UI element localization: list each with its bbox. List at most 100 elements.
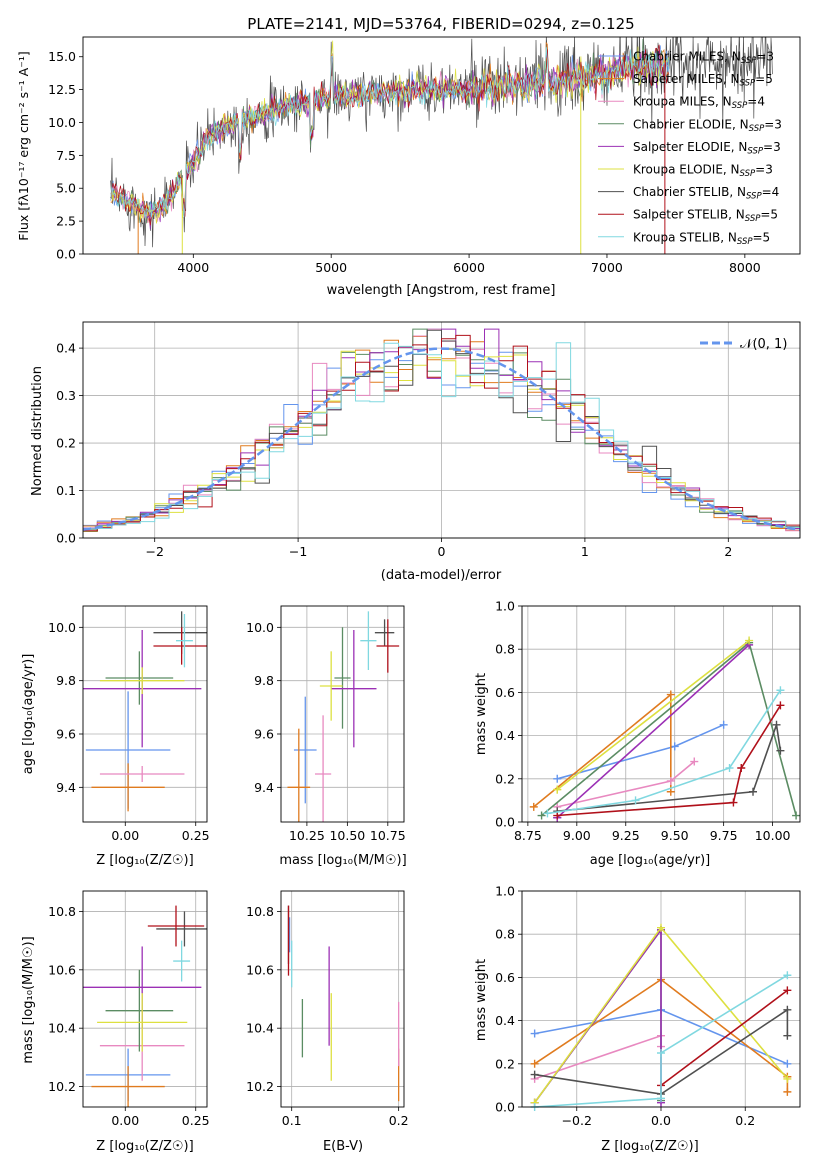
age-vs-mass-xlabel: mass [log₁₀(M/M☉)]: [279, 853, 406, 868]
residuals-frame: [82, 321, 801, 539]
weight-marker: [666, 787, 675, 796]
weight-marker: [776, 746, 785, 755]
weight-line-1: [534, 978, 789, 1092]
plot-frame: [280, 890, 405, 1108]
normal-reference-curve: [83, 347, 800, 531]
x-tick-label: 0.00: [111, 828, 139, 843]
weight-marker: [783, 986, 792, 995]
x-tick-label: 8000: [729, 260, 761, 275]
y-tick-label: 0.2: [56, 436, 76, 451]
x-tick-label: 10.75: [370, 828, 406, 843]
weight-marker: [783, 1087, 792, 1096]
histogram-series-8: [83, 342, 800, 538]
spectrum-series-8: [110, 47, 670, 218]
weight-line-4: [556, 644, 750, 819]
legend-label-subscript: SSP: [747, 146, 763, 156]
y-tick-label: 1.0: [495, 599, 515, 614]
x-tick-label: 0.00: [111, 1113, 139, 1128]
y-tick-label: 0.8: [495, 927, 515, 942]
y-tick-label: 10.0: [48, 620, 76, 635]
weight-marker: [666, 690, 675, 699]
y-tick-label: 0.3: [56, 388, 76, 403]
weight-line-5: [556, 639, 750, 791]
weight-marker: [537, 811, 546, 820]
x-tick-label: 0.25: [182, 828, 210, 843]
y-tick-label: 9.4: [56, 780, 76, 795]
legend-label-text: Kroupa ELODIE, N: [633, 163, 740, 177]
weight-line-7: [660, 989, 788, 1087]
y-tick-label: 12.5: [48, 82, 76, 97]
legend-label-count: =4: [747, 95, 765, 109]
x-tick-label: 10.00: [755, 828, 791, 843]
spectrum-title: PLATE=2141, MJD=53764, FIBERID=0294, z=0…: [247, 15, 634, 33]
legend-label-count: =3: [756, 50, 774, 64]
y-tick-label: 10.8: [48, 904, 76, 919]
weight-vs-metallicity-panel: −0.2 0.0 0.2 0.0 0.2 0.4 0.6 0.8 1.0 Z [log₁₀(Z/…: [474, 884, 801, 1154]
weight-marker: [530, 1070, 539, 1079]
legend-label-2: Kroupa MILES, NSSP=4: [633, 95, 765, 112]
legend-label-subscript: SSP: [737, 237, 753, 247]
weight-vs-age-ylabel: mass weight: [474, 673, 489, 755]
weight-marker: [783, 1031, 792, 1040]
y-tick-label: 10.6: [246, 962, 274, 977]
x-tick-label: 0: [438, 544, 446, 559]
plot-frame: [521, 890, 801, 1108]
residuals-panel: −2 −1 0 1 2 0.0 0.1 0.2 0.3 0.4 (data-model)/erro…: [30, 321, 801, 583]
legend-label-subscript: SSP: [732, 101, 748, 111]
weight-line-8: [547, 689, 782, 815]
weight-marker: [783, 1059, 792, 1068]
weight-marker: [776, 701, 785, 710]
legend-label-text: Kroupa MILES, N: [633, 95, 732, 109]
legend-label-count: =3: [755, 163, 773, 177]
legend-label-count: =5: [760, 208, 778, 222]
spectrum-ylabel: Flux [fλ10⁻¹⁷ erg cm⁻² s⁻¹ A⁻¹]: [16, 51, 31, 240]
legend-label-text: Salpeter MILES, N: [633, 72, 740, 86]
legend-label-count: =5: [753, 230, 771, 244]
legend-label-count: =3: [763, 140, 781, 154]
x-tick-label: 10.25: [289, 828, 325, 843]
weight-marker: [631, 796, 640, 805]
residuals-xlabel: (data-model)/error: [381, 568, 502, 583]
weight-line-7: [557, 704, 782, 817]
x-tick-label: 0.25: [182, 1113, 210, 1128]
legend-label-count: =4: [762, 185, 780, 199]
y-tick-label: 9.6: [56, 727, 76, 742]
age-vs-z-ylabel: age [log₁₀(age/yr)]: [21, 654, 36, 775]
y-tick-label: 0.0: [56, 531, 76, 546]
y-tick-label: 0.6: [495, 970, 515, 985]
legend-label-5: Kroupa ELODIE, NSSP=3: [633, 163, 773, 180]
weight-vs-z-ylabel: mass weight: [474, 959, 489, 1041]
x-tick-label: 9.25: [612, 828, 640, 843]
age-vs-metallicity-panel: 0.00 0.25 9.4 9.6 9.8 10.0 Z [log₁₀(Z/Z☉)] ag…: [21, 605, 210, 868]
legend-label-text: Chabrier ELODIE, N: [633, 117, 749, 131]
x-tick-label: 1: [581, 544, 589, 559]
y-tick-label: 9.4: [254, 780, 274, 795]
legend-label-subscript: SSP: [740, 169, 756, 179]
x-tick-label: −1: [289, 544, 307, 559]
mass-vs-z-xlabel: Z [log₁₀(Z/Z☉)]: [96, 1139, 193, 1154]
age-vs-z-xlabel: Z [log₁₀(Z/Z☉)]: [96, 853, 193, 868]
weight-marker: [725, 764, 734, 772]
legend-label-subscript: SSP: [745, 214, 761, 224]
legend-label-text: Kroupa STELIB, N: [633, 230, 737, 244]
spectrum-series-4: [110, 50, 670, 230]
weight-marker: [670, 742, 679, 751]
plot-frame: [521, 605, 801, 823]
y-tick-label: 9.8: [254, 673, 274, 688]
legend-label-subscript: SSP: [741, 56, 757, 66]
spectrum-series-1: [110, 41, 670, 227]
weight-marker: [719, 720, 728, 729]
y-tick-label: 0.0: [56, 247, 76, 262]
legend-label-4: Salpeter ELODIE, NSSP=3: [633, 140, 781, 157]
weight-marker: [783, 1005, 792, 1014]
weight-marker: [657, 923, 665, 932]
y-tick-label: 0.4: [56, 341, 76, 356]
spectrum-series-7: [110, 44, 670, 226]
y-tick-label: 10.4: [246, 1021, 274, 1036]
y-tick-label: 10.4: [48, 1021, 76, 1036]
y-tick-label: 0.4: [495, 728, 515, 743]
mass-vs-z-ylabel: mass [log₁₀(M/M☉)]: [21, 936, 36, 1063]
x-tick-label: 9.00: [563, 828, 591, 843]
